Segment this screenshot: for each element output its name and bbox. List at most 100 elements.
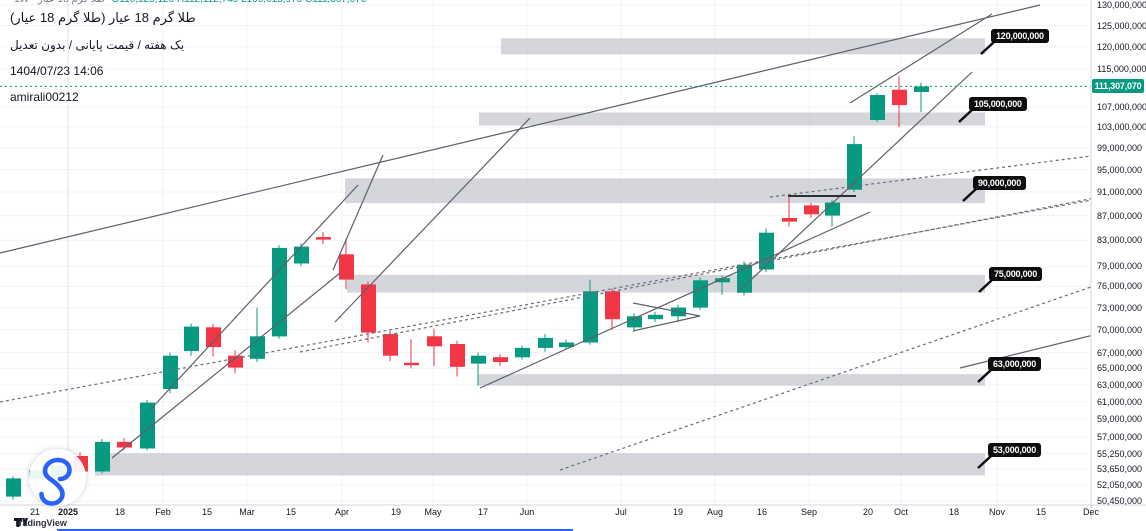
price-level-badge[interactable]: 53,000,000 (988, 443, 1042, 457)
candle-down[interactable] (450, 340, 465, 377)
price-axis-label: 67,000,000 (1097, 347, 1143, 358)
time-axis-label: Jul (615, 507, 627, 517)
time-axis-label: Nov (988, 507, 1006, 517)
candle-down[interactable] (427, 328, 442, 366)
candle-up[interactable] (471, 352, 486, 386)
supply-demand-zone[interactable] (478, 374, 985, 386)
candle-up[interactable] (184, 323, 199, 356)
ohlc-status-line: طلا گرم 18 عیار · 1W · O110,125,120 H112… (8, 0, 366, 5)
candle-up[interactable] (693, 277, 708, 310)
candle-down[interactable] (804, 203, 819, 218)
candle-up[interactable] (250, 307, 265, 362)
price-axis-label: 50,450,000 (1097, 496, 1143, 507)
candle-up[interactable] (648, 311, 663, 323)
trendline[interactable] (737, 71, 973, 293)
time-axis-label: 15 (285, 507, 297, 517)
tradingview-logo[interactable]: TradingView (14, 518, 67, 528)
badge-pointer (977, 369, 992, 383)
candle-up[interactable] (847, 136, 862, 192)
badge-pointer (958, 109, 973, 123)
trendline[interactable] (332, 154, 384, 271)
price-axis-label: 130,000,000 (1097, 0, 1146, 10)
candle-down[interactable] (404, 339, 419, 369)
candle-up[interactable] (627, 313, 642, 332)
candle-down[interactable] (605, 288, 620, 330)
candle-up[interactable] (914, 82, 929, 112)
chart-legend: طلا گرم 18 عیار (طلا گرم 18 عیار) یک هفت… (10, 10, 196, 116)
time-axis-label: May (424, 507, 442, 517)
price-axis-label: 83,000,000 (1097, 235, 1143, 246)
candle-up[interactable] (95, 439, 110, 474)
time-axis-label: 2025 (57, 507, 79, 517)
trendline[interactable] (0, 190, 1146, 403)
price-axis-label: 79,000,000 (1097, 261, 1143, 272)
candle-up[interactable] (825, 200, 840, 227)
trendline[interactable] (479, 211, 871, 389)
time-axis-label: Jun (519, 507, 535, 517)
symbol-title[interactable]: طلا گرم 18 عیار (طلا گرم 18 عیار) (10, 10, 196, 25)
badge-pointer (962, 188, 977, 202)
symbol-subtitle[interactable]: یک هفته / قیمت پایانی / بدون تعدیل (10, 38, 185, 52)
supply-demand-zone[interactable] (347, 274, 985, 293)
price-level-badge[interactable]: 63,000,000 (988, 357, 1042, 371)
supply-demand-zone[interactable] (501, 38, 985, 55)
price-level-badge[interactable]: 120,000,000 (991, 29, 1049, 43)
price-axis-label: 73,000,000 (1097, 302, 1143, 313)
bottom-accent-line (57, 529, 573, 531)
tradingview-wordmark: TradingView (14, 518, 67, 528)
candle-down[interactable] (493, 354, 508, 366)
time-axis-label: 19 (390, 507, 402, 517)
price-axis-label: 95,000,000 (1097, 164, 1143, 175)
badge-pointer (980, 41, 995, 55)
price-axis-label: 61,000,000 (1097, 396, 1143, 407)
candle-down[interactable] (361, 281, 376, 343)
candle-up[interactable] (737, 261, 752, 296)
time-axis-label: Dec (1082, 507, 1100, 517)
trendline[interactable] (849, 13, 993, 104)
candle-up[interactable] (559, 339, 574, 350)
trendline[interactable] (149, 184, 359, 411)
candle-up[interactable] (272, 245, 287, 339)
candle-up[interactable] (140, 400, 155, 451)
candle-down[interactable] (228, 350, 243, 374)
current-price-value: 111,307,070 (1094, 81, 1142, 92)
candle-up[interactable] (515, 345, 530, 360)
supply-demand-zone[interactable] (345, 178, 985, 204)
price-axis-label: 115,000,000 (1097, 64, 1146, 75)
time-axis-label: Feb (155, 507, 171, 517)
candle-up[interactable] (870, 93, 885, 122)
supply-demand-zone[interactable] (479, 112, 985, 126)
price-level-badge[interactable]: 75,000,000 (989, 267, 1043, 281)
trendline[interactable] (632, 302, 701, 317)
price-level-badge[interactable]: 90,000,000 (973, 176, 1027, 190)
time-axis-label: 19 (672, 507, 684, 517)
time-axis-label: 16 (756, 507, 768, 517)
trendline[interactable] (111, 272, 341, 459)
candle-down[interactable] (383, 330, 398, 362)
candle-down[interactable] (339, 238, 354, 290)
trendline[interactable] (632, 315, 701, 332)
price-axis-label: 91,000,000 (1097, 187, 1143, 197)
price-axis-label: 57,000,000 (1097, 432, 1143, 443)
time-axis-label: Aug (706, 507, 724, 517)
candle-up[interactable] (6, 476, 21, 500)
trendline[interactable] (334, 117, 531, 323)
supply-demand-zone[interactable] (95, 453, 985, 476)
candle-up[interactable] (583, 279, 598, 345)
candle-up[interactable] (163, 352, 178, 394)
price-level-badge[interactable]: 105,000,000 (969, 97, 1027, 111)
candle-up[interactable] (538, 334, 553, 352)
price-axis-label: 70,000,000 (1097, 324, 1143, 335)
price-axis-label: 120,000,000 (1097, 42, 1146, 52)
user-watermark-badge (29, 449, 86, 506)
time-axis-label: 21 (29, 507, 41, 517)
trendline[interactable] (559, 268, 1146, 471)
candle-down[interactable] (206, 323, 221, 357)
candle-down[interactable] (316, 232, 331, 245)
candle-down[interactable] (892, 76, 907, 128)
ohlc-symbol-label[interactable]: طلا گرم 18 عیار · 1W · (8, 0, 105, 5)
time-axis-label: Oct (893, 507, 909, 517)
candle-down[interactable] (782, 197, 797, 227)
time-axis-label: Apr (334, 507, 350, 517)
